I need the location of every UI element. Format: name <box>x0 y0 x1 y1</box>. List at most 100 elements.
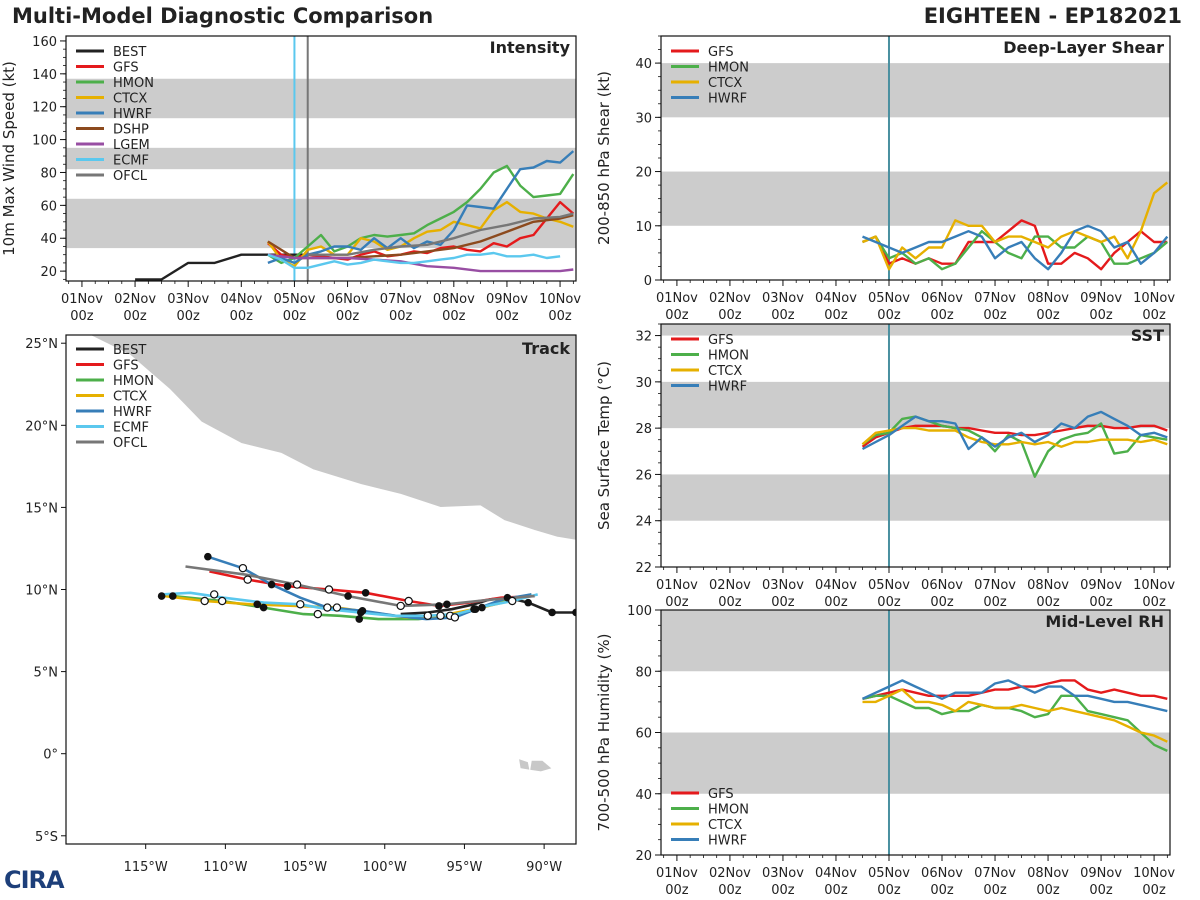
track-open-point-ecmf <box>508 596 517 606</box>
track-point-hwrf <box>267 580 276 589</box>
shear-x-day-label: 03Nov <box>762 291 804 306</box>
intensity-y-tick-label: 80 <box>40 166 57 181</box>
rh-x-hour-label: 00z <box>771 883 795 898</box>
sst-x-hour-label: 00z <box>877 595 901 610</box>
sst-y-tick-label: 32 <box>635 330 652 345</box>
intensity-panel: 20 40 60 80 100 120 140 160 01Nov 00z 02Nov 00z 03No… <box>0 35 581 324</box>
sst-x-day-label: 02Nov <box>709 578 751 593</box>
shear-x-day-label: 01Nov <box>656 291 698 306</box>
track-lon-label: 105°W <box>283 860 327 875</box>
shear-x-hour-label: 00z <box>1142 308 1166 323</box>
rh-y-tick-label: 80 <box>635 665 652 680</box>
intensity-legend-label-dshp: DSHP <box>113 123 149 138</box>
rh-x-hour-label: 00z <box>877 883 901 898</box>
intensity-x-hour-label: 00z <box>123 309 147 324</box>
track-point-hwrf <box>358 607 367 615</box>
track-lat-label: 5°S <box>35 830 58 845</box>
sst-legend-label-hwrf: HWRF <box>708 380 747 395</box>
track-map-content <box>89 335 576 773</box>
rh-x-hour-label: 00z <box>665 883 689 898</box>
rh-legend-label-hmon: HMON <box>708 803 749 818</box>
rh-x-day-label: 07Nov <box>974 866 1016 881</box>
shear-y-tick-label: 10 <box>635 220 652 235</box>
rh-title: Mid-Level RH <box>1045 612 1164 631</box>
rh-y-tick-label: 60 <box>635 727 652 742</box>
shear-legend-label-gfs: GFS <box>708 45 734 60</box>
intensity-x-day-label: 04Nov <box>220 292 262 307</box>
track-point-ofcl <box>443 600 451 609</box>
intensity-series-ctcx <box>266 200 574 268</box>
intensity-legend-label-ctcx: CTCX <box>113 92 147 107</box>
sst-series-hwrf <box>861 410 1168 451</box>
intensity-legend-label-ecmf: ECMF <box>113 154 149 169</box>
sst-y-tick-label: 28 <box>635 422 652 437</box>
sst-x-hour-label: 00z <box>930 595 954 610</box>
track-lat-label: 10°N <box>25 584 58 599</box>
shear-x-day-label: 05Nov <box>868 291 910 306</box>
track-point-hmon <box>355 615 364 623</box>
rh-series-gfs <box>862 679 1168 700</box>
intensity-legend-label-ofcl: OFCL <box>113 169 148 184</box>
track-point-ofcl <box>344 592 352 600</box>
track-point-hmon <box>259 603 268 612</box>
sst-x-hour-label: 00z <box>771 595 795 610</box>
sst-y-tick-label: 22 <box>635 561 652 576</box>
rh-x-day-label: 09Nov <box>1080 866 1122 881</box>
sst-legend-label-ctcx: CTCX <box>708 364 742 379</box>
intensity-y-tick-label: 20 <box>40 265 57 280</box>
track-open-point-hwrf <box>450 613 460 622</box>
track-open-point-ctcx <box>200 596 209 606</box>
shear-x-hour-label: 00z <box>824 308 848 323</box>
track-open-point-ofcl <box>396 601 405 611</box>
rh-x-hour-label: 00z <box>718 883 742 898</box>
cira-logo: CIRA <box>4 866 65 894</box>
rh-x-hour-label: 00z <box>1036 883 1060 898</box>
sst-band <box>661 324 1170 336</box>
shear-x-day-label: 08Nov <box>1027 291 1069 306</box>
track-point-gfs <box>361 588 370 597</box>
sst-panel: 22 24 26 28 30 32 01Nov 00z 02Nov 00z 03Nov 00z 04No… <box>595 323 1175 610</box>
shear-x-hour-label: 00z <box>930 308 954 323</box>
track-point-best <box>548 608 556 617</box>
sst-ylabel: Sea Surface Temp (°C) <box>595 361 613 530</box>
intensity-y-tick-label: 120 <box>32 101 57 116</box>
sst-x-hour-label: 00z <box>983 595 1007 610</box>
intensity-x-day-label: 08Nov <box>433 292 475 307</box>
rh-x-day-label: 05Nov <box>868 866 910 881</box>
shear-series-hmon <box>862 229 1169 271</box>
track-point-hwrf <box>471 605 480 614</box>
sst-x-day-label: 10Nov <box>1133 578 1175 593</box>
sst-x-hour-label: 00z <box>1089 595 1113 610</box>
map-land-mexico-central-america <box>89 335 576 541</box>
rh-panel: 20 40 60 80 100 01Nov 00z 02Nov 00z 03Nov 00z 04Nov… <box>595 604 1175 898</box>
intensity-x-day-label: 07Nov <box>380 292 422 307</box>
track-open-point-ofcl <box>292 580 302 589</box>
intensity-x-hour-label: 00z <box>283 309 307 324</box>
intensity-x-day-label: 03Nov <box>167 292 209 307</box>
shear-x-hour-label: 00z <box>1089 308 1113 323</box>
sst-y-tick-label: 24 <box>635 515 652 530</box>
intensity-x-day-label: 10Nov <box>539 292 581 307</box>
sst-x-hour-label: 00z <box>1142 595 1166 610</box>
sst-x-day-label: 09Nov <box>1080 578 1122 593</box>
shear-y-tick-label: 0 <box>644 274 652 289</box>
track-open-point-ctcx <box>332 603 342 612</box>
track-legend-label-ctcx: CTCX <box>113 390 147 405</box>
intensity-x-hour-label: 00z <box>336 309 360 324</box>
intensity-x-day-label: 06Nov <box>327 292 369 307</box>
rh-series-ctcx <box>862 688 1168 743</box>
shear-x-day-label: 10Nov <box>1133 291 1175 306</box>
intensity-frame <box>65 35 577 282</box>
rh-x-day-label: 02Nov <box>709 866 751 881</box>
track-open-point-ctcx <box>436 611 445 620</box>
track-lon-label: 95°W <box>446 860 482 875</box>
rh-x-day-label: 06Nov <box>921 866 963 881</box>
intensity-series-ofcl <box>307 212 574 256</box>
track-legend-label-hmon: HMON <box>113 374 154 389</box>
shear-legend-label-ctcx: CTCX <box>708 76 742 91</box>
sst-x-day-label: 08Nov <box>1027 578 1069 593</box>
shear-x-day-label: 07Nov <box>974 291 1016 306</box>
rh-x-day-label: 04Nov <box>815 866 857 881</box>
track-point-gfs <box>283 582 292 591</box>
